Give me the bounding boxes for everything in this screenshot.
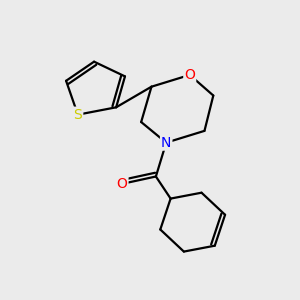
- Text: S: S: [74, 108, 82, 122]
- Text: O: O: [117, 177, 128, 191]
- Text: N: N: [161, 136, 171, 150]
- Text: O: O: [184, 68, 195, 82]
